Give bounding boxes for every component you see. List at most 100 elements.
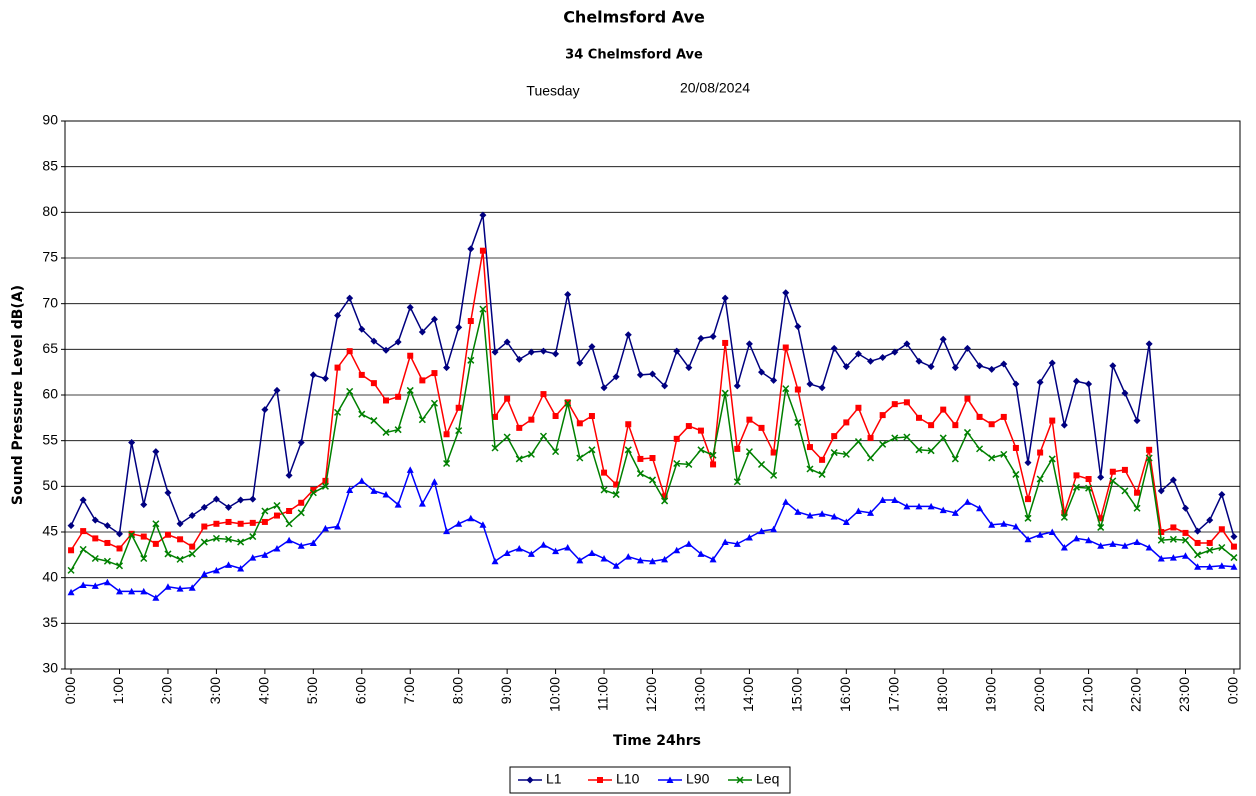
- marker: [915, 414, 922, 421]
- marker: [612, 373, 620, 381]
- marker: [1182, 529, 1189, 536]
- marker: [491, 348, 499, 356]
- x-tick-label: 16:00: [837, 677, 853, 712]
- y-tick-label: 40: [42, 568, 58, 584]
- y-tick-label: 65: [42, 340, 58, 356]
- marker: [358, 325, 366, 333]
- marker: [1206, 539, 1213, 546]
- marker: [309, 489, 317, 497]
- marker: [334, 364, 341, 371]
- marker: [612, 491, 620, 499]
- marker: [637, 455, 644, 462]
- marker: [79, 545, 87, 553]
- marker: [1194, 539, 1201, 546]
- marker: [1230, 543, 1237, 550]
- x-tick-label: 20:00: [1031, 677, 1047, 712]
- marker: [321, 524, 329, 532]
- marker: [1194, 527, 1202, 535]
- marker: [854, 507, 862, 514]
- marker: [225, 561, 233, 568]
- marker: [624, 553, 632, 560]
- marker: [636, 556, 644, 564]
- marker: [782, 344, 789, 351]
- marker: [1157, 536, 1165, 544]
- marker: [903, 399, 910, 406]
- marker: [576, 359, 584, 367]
- marker: [721, 389, 729, 397]
- marker: [649, 557, 656, 565]
- marker: [298, 499, 305, 506]
- marker: [770, 376, 778, 384]
- marker: [1121, 466, 1128, 473]
- marker: [806, 465, 814, 473]
- marker: [310, 486, 317, 493]
- marker: [455, 427, 463, 435]
- x-tick-label: 4:00: [256, 677, 272, 704]
- x-tick-label: 8:00: [449, 677, 465, 704]
- marker: [588, 343, 596, 351]
- marker: [842, 518, 850, 525]
- legend-label: Leq: [756, 771, 779, 787]
- marker: [673, 459, 681, 468]
- marker: [685, 364, 693, 372]
- y-tick-label: 60: [42, 386, 58, 402]
- marker: [455, 520, 463, 527]
- marker: [806, 380, 814, 388]
- x-tick-label: 5:00: [304, 677, 320, 704]
- marker: [697, 427, 704, 434]
- marker: [455, 323, 463, 331]
- marker: [552, 350, 560, 358]
- marker: [600, 554, 608, 562]
- marker: [673, 546, 681, 554]
- marker: [1000, 520, 1008, 527]
- marker: [430, 478, 438, 485]
- marker: [1025, 496, 1032, 503]
- marker: [321, 375, 329, 383]
- marker: [1036, 378, 1044, 386]
- y-tick-label: 45: [42, 523, 58, 539]
- marker: [1085, 380, 1093, 388]
- marker: [988, 421, 995, 428]
- marker: [443, 364, 451, 372]
- marker: [1181, 552, 1189, 559]
- marker: [309, 371, 317, 379]
- marker: [806, 512, 814, 519]
- marker: [624, 331, 632, 339]
- marker: [201, 523, 208, 530]
- marker: [479, 211, 487, 219]
- marker: [285, 520, 293, 528]
- marker: [383, 397, 390, 404]
- marker: [988, 521, 996, 528]
- marker: [1097, 515, 1104, 522]
- marker: [1146, 446, 1153, 453]
- marker: [152, 448, 160, 456]
- legend-label: L1: [546, 771, 562, 787]
- x-tick-label: 1:00: [110, 677, 126, 704]
- marker: [273, 544, 281, 552]
- marker: [1097, 523, 1105, 531]
- marker: [370, 417, 378, 425]
- marker: [188, 584, 196, 591]
- marker: [1073, 472, 1080, 479]
- marker: [200, 570, 208, 578]
- marker: [237, 565, 245, 572]
- marker: [103, 557, 111, 565]
- marker: [515, 544, 523, 552]
- marker: [467, 514, 475, 522]
- marker: [92, 535, 99, 542]
- marker: [455, 404, 462, 411]
- marker: [1085, 536, 1093, 544]
- marker: [140, 533, 147, 540]
- x-tick-label: 13:00: [692, 677, 708, 712]
- marker: [103, 578, 111, 586]
- marker: [479, 305, 487, 313]
- marker: [709, 333, 717, 341]
- marker: [939, 434, 947, 442]
- marker: [576, 420, 583, 427]
- marker: [334, 408, 342, 416]
- marker: [794, 508, 802, 515]
- marker: [1109, 540, 1117, 547]
- x-tick-label: 12:00: [643, 677, 659, 712]
- marker: [176, 520, 184, 528]
- marker: [176, 555, 184, 563]
